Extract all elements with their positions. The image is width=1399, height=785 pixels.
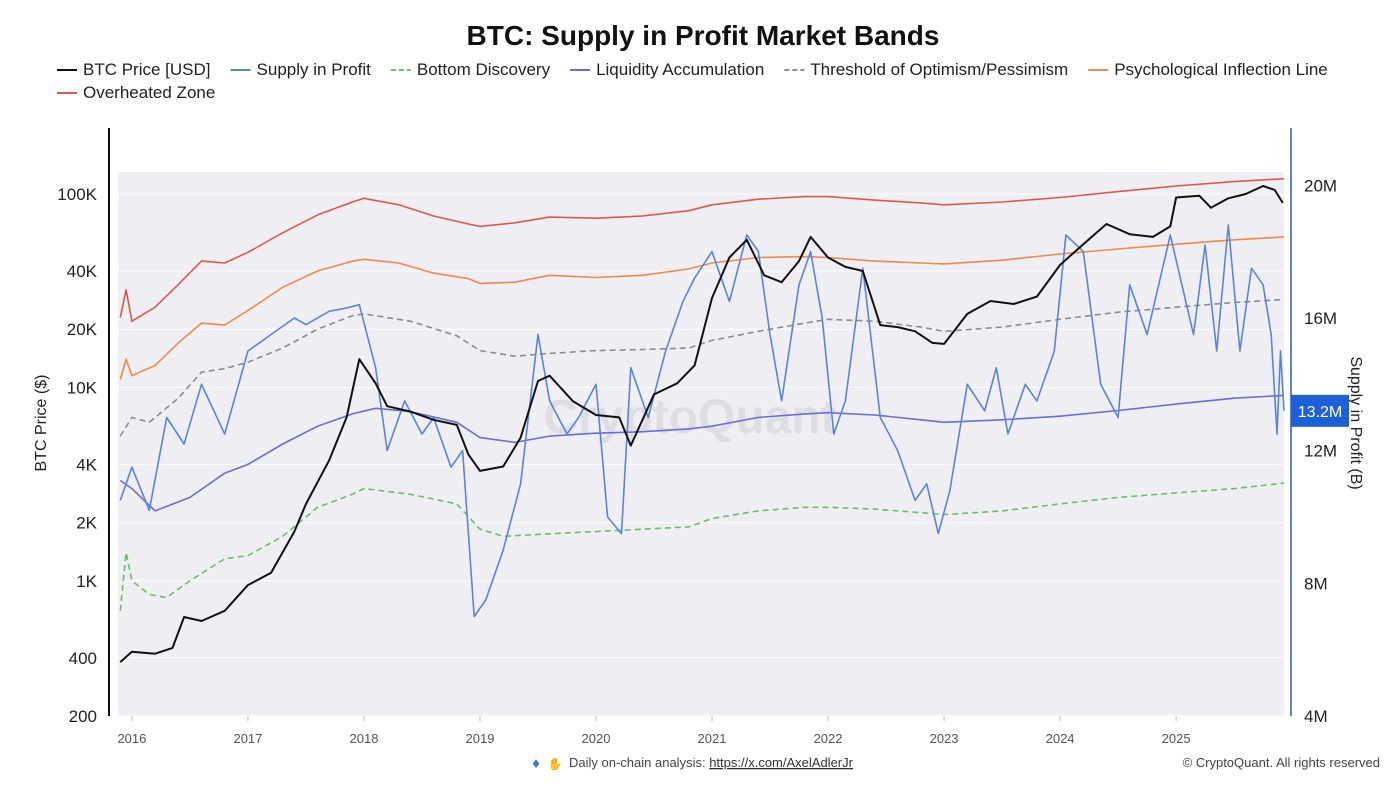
y-left-tick-label: 1K <box>76 572 97 591</box>
y-right-tick-label: 20M <box>1304 176 1337 195</box>
legend-item[interactable]: Overheated Zone <box>57 83 215 102</box>
legend-label: Overheated Zone <box>83 83 215 102</box>
legend-label: Supply in Profit <box>257 60 372 79</box>
legend-item[interactable]: Threshold of Optimism/Pessimism <box>784 60 1068 79</box>
x-tick-label: 2020 <box>582 731 611 746</box>
y-right-tick-label: 8M <box>1304 574 1328 593</box>
legend-item[interactable]: Bottom Discovery <box>390 60 551 79</box>
footer-link[interactable]: https://x.com/AxelAdlerJr <box>709 755 853 770</box>
x-tick-label: 2019 <box>466 731 495 746</box>
x-tick-label: 2016 <box>117 731 146 746</box>
x-tick-label: 2018 <box>350 731 379 746</box>
legend-item[interactable]: BTC Price [USD] <box>57 60 211 79</box>
legend-label: Psychological Inflection Line <box>1114 60 1328 79</box>
watermark-logo: CryptoQuant <box>543 391 836 444</box>
series-line-psychological-inflection-line <box>119 236 1285 380</box>
x-tick-label: 2025 <box>1162 731 1191 746</box>
current-value-label: 13.2M <box>1298 404 1342 421</box>
y-left-tick-label: 2K <box>76 514 97 533</box>
chart-title: BTC: Supply in Profit Market Bands <box>467 20 940 51</box>
series-line-liquidity-accumulation <box>119 394 1285 512</box>
x-tick-label: 2024 <box>1046 731 1075 746</box>
y-left-tick-label: 4K <box>76 455 97 474</box>
copyright-text: © CryptoQuant. All rights reserved <box>1183 755 1380 770</box>
series-line-supply-in-profit <box>119 224 1285 618</box>
series-line-overheated-zone <box>119 177 1285 322</box>
legend-label: Liquidity Accumulation <box>596 60 764 79</box>
current-value-badge-bg <box>1291 394 1349 427</box>
y-left-tick-label: 20K <box>67 320 98 339</box>
y-left-axis-title: BTC Price ($) <box>33 375 50 472</box>
y-left-tick-label: 100K <box>57 185 97 204</box>
footer-label: Daily on-chain analysis: <box>569 755 709 770</box>
y-right-tick-label: 12M <box>1304 442 1337 461</box>
plot-area <box>118 172 1284 716</box>
y-left-tick-label: 200 <box>69 707 97 726</box>
legend-label: BTC Price [USD] <box>83 60 211 79</box>
axes: 200 400 1K 2K 4K 10K 20K 40K 100K 4M 8M 12M 16M 20M 20… <box>33 128 1364 746</box>
legend-item[interactable]: Liquidity Accumulation <box>570 60 764 79</box>
legend-item[interactable]: Psychological Inflection Line <box>1088 60 1328 79</box>
diamond-icon: ♦ <box>531 757 542 771</box>
legend-label: Bottom Discovery <box>417 60 551 79</box>
x-tick-label: 2023 <box>930 731 959 746</box>
footer-text: Daily on-chain analysis: https://x.com/A… <box>569 755 854 770</box>
y-right-axis-title: Supply in Profit (B) <box>1347 356 1364 489</box>
x-tick-label: 2022 <box>814 731 843 746</box>
legend-label: Threshold of Optimism/Pessimism <box>810 60 1068 79</box>
series-line-bottom-discovery <box>119 482 1285 611</box>
y-right-tick-label: 16M <box>1304 309 1337 328</box>
legend-item[interactable]: Supply in Profit <box>230 60 372 79</box>
grid <box>118 193 1284 717</box>
footer: ♦ ✋ Daily on-chain analysis: https://x.c… <box>531 755 1380 771</box>
series-group <box>119 177 1285 663</box>
hands-icon: ✋ <box>548 757 563 771</box>
y-left-tick-label: 10K <box>67 378 98 397</box>
y-left-tick-label: 40K <box>67 262 98 281</box>
y-left-tick-label: 400 <box>69 649 97 668</box>
series-line-threshold-of-optimism-pessimism <box>119 298 1285 437</box>
legend[interactable]: BTC Price [USD] Supply in Profit Bottom Di… <box>57 60 1328 102</box>
x-tick-label: 2017 <box>233 731 262 746</box>
current-value-badge: 13.2M <box>1291 394 1349 427</box>
series-line-btc-price-usd <box>119 185 1284 663</box>
y-right-tick-label: 4M <box>1304 707 1328 726</box>
x-tick-label: 2021 <box>698 731 727 746</box>
